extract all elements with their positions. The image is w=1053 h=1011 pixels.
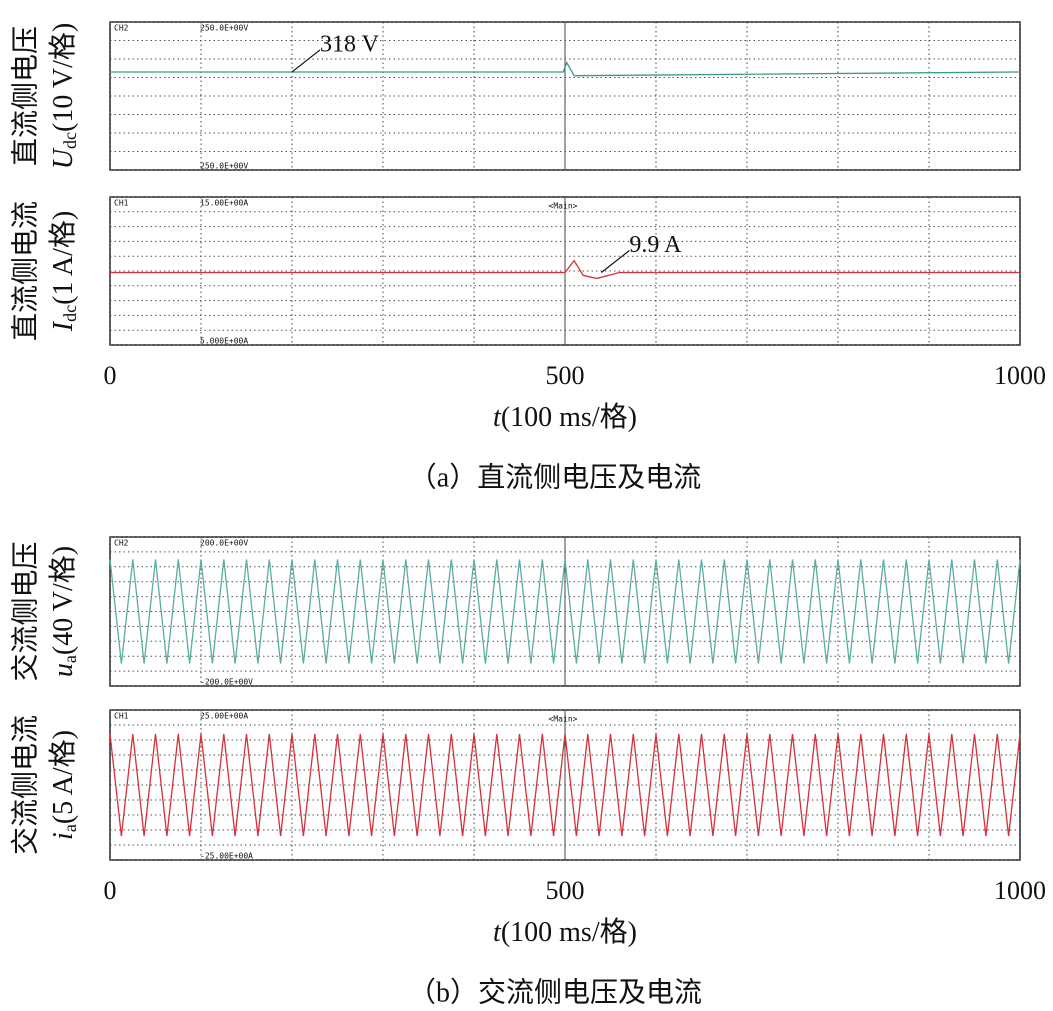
y-label-subscript: dc [60, 305, 80, 322]
y-label-symbol: Idc(1 A/格) [47, 211, 80, 332]
channel-label: CH2 [114, 539, 129, 548]
y-label-symbol: ua(40 V/格) [47, 546, 80, 677]
x-label-symbol: t [493, 402, 502, 433]
annotation-leader [291, 49, 321, 73]
y-label-symbol-letter: I [48, 320, 79, 332]
waveform [110, 259, 1020, 280]
channel-label: CH1 [114, 712, 129, 721]
x-label-unit: (100 ms/格) [501, 916, 637, 948]
y-label-symbol: ia(5 A/格) [47, 730, 80, 840]
x-tick-label: 500 [546, 361, 585, 390]
x-tick-label: 1000 [994, 876, 1046, 905]
y-label: 直流侧电压 [9, 26, 41, 166]
y-label-unit: (40 V/格) [47, 546, 79, 655]
y-label-symbol-letter: i [48, 832, 79, 840]
y-label-symbol: Udc(10 V/格) [47, 23, 80, 169]
y-label-unit: (1 A/格) [47, 211, 79, 305]
scale-bottom-label: -25.00E+00A [200, 852, 253, 861]
y-label: 交流侧电压 [9, 541, 41, 681]
caption: （b）交流侧电压及电流 [408, 976, 702, 1008]
scale-bottom-label: -200.0E+00V [200, 678, 253, 687]
channel-label: CH2 [114, 24, 129, 33]
waveform [109, 733, 1021, 837]
channel-label: CH1 [114, 199, 129, 208]
scale-top-label: 250.0E+00V [200, 24, 248, 33]
y-label-subscript: dc [60, 132, 80, 149]
scale-top-label: 15.00E+00A [200, 199, 248, 208]
x-tick-label: 0 [104, 361, 117, 390]
y-label-unit: (10 V/格) [47, 23, 79, 132]
y-label: 直流侧电流 [9, 201, 41, 341]
x-label: t(100 ms/格) [493, 401, 637, 433]
y-label-subscript: a [60, 655, 80, 663]
waveform [109, 559, 1021, 664]
scale-bottom-label: 250.0E+00V [200, 162, 248, 171]
x-label-symbol: t [493, 917, 502, 948]
x-label-unit: (100 ms/格) [501, 401, 637, 433]
scale-top-label: 200.0E+00V [200, 539, 248, 548]
scale-bottom-label: 5.000E+00A [200, 337, 248, 346]
y-label-unit: (5 A/格) [47, 730, 79, 824]
trigger-marker: <Main> [549, 202, 578, 211]
y-label-symbol-letter: u [48, 663, 79, 677]
y-label-symbol-letter: U [48, 147, 79, 169]
y-label-subscript: a [60, 824, 80, 832]
x-tick-label: 500 [546, 876, 585, 905]
trigger-marker: <Main> [549, 715, 578, 724]
caption: （a）直流侧电压及电流 [409, 461, 701, 493]
annotation: 9.9 A [629, 232, 682, 258]
waveform [110, 61, 1021, 77]
x-tick-label: 1000 [994, 361, 1046, 390]
x-label: t(100 ms/格) [493, 916, 637, 948]
y-label: 交流侧电流 [9, 715, 41, 855]
annotation-leader [601, 250, 630, 273]
annotation: 318 V [320, 31, 380, 57]
scale-top-label: 25.00E+00A [200, 712, 248, 721]
x-tick-label: 0 [104, 876, 117, 905]
